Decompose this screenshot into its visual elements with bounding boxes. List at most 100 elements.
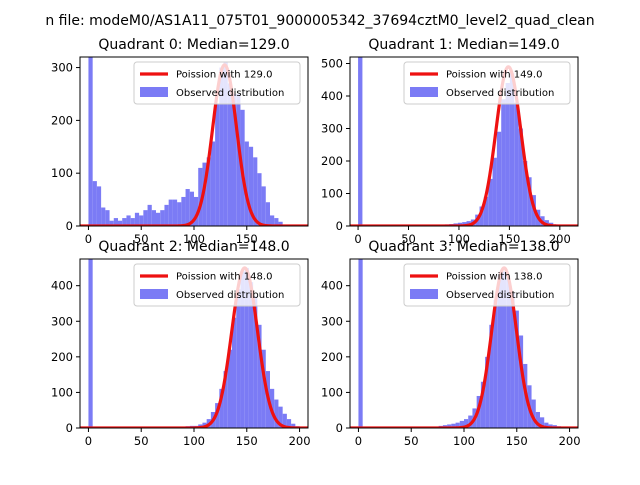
legend-label-observed: Observed distribution: [446, 88, 554, 99]
histogram-bar: [447, 424, 452, 428]
x-tick-label: 50: [401, 232, 416, 246]
legend-label-observed: Observed distribution: [176, 88, 284, 99]
histogram-bar: [483, 196, 489, 226]
histogram-bar: [544, 422, 549, 428]
axes-frame: [349, 56, 579, 227]
histogram-bar: [505, 83, 510, 226]
histogram-bar: [113, 218, 118, 226]
y-tick-label: 400: [51, 279, 73, 293]
legend-patch-swatch: [410, 289, 438, 299]
histogram-bar: [164, 204, 169, 226]
legend-box: [403, 263, 571, 307]
histogram-bar: [527, 177, 532, 226]
histogram-bar: [227, 349, 232, 428]
histogram-bar: [510, 292, 515, 428]
histogram-bar: [502, 271, 507, 428]
histogram-bar: [236, 93, 241, 226]
histogram-bar: [278, 406, 283, 428]
histogram-bar: [168, 199, 173, 226]
y-tick-label: 300: [51, 314, 73, 328]
histogram-bar: [518, 335, 524, 428]
y-tick-label: 0: [66, 421, 73, 435]
x-tick-label: 150: [236, 434, 258, 448]
histogram-bar: [261, 186, 266, 226]
histogram-bar: [531, 399, 536, 428]
legend-box: [133, 263, 301, 307]
histogram-bar: [248, 146, 254, 226]
y-tick-label: 300: [321, 314, 343, 328]
legend-patch-swatch: [410, 87, 438, 97]
legend-box: [133, 61, 301, 105]
y-tick-label: 0: [336, 219, 343, 233]
histogram-bar: [488, 178, 493, 226]
histogram-bar: [514, 102, 519, 226]
histogram-bar: [101, 207, 106, 226]
y-tick-label: 300: [321, 122, 343, 136]
histogram-bar: [358, 259, 363, 428]
histogram-bar: [236, 289, 241, 428]
histogram-bar: [172, 199, 178, 226]
histogram-bar: [109, 220, 114, 226]
histogram-bar: [501, 99, 506, 226]
histogram-bar: [232, 93, 237, 226]
histogram-bar: [88, 259, 93, 428]
histogram-bar: [274, 399, 279, 428]
histogram-bar: [240, 271, 245, 428]
histogram-bar: [522, 161, 528, 226]
legend-label-observed: Observed distribution: [446, 290, 554, 301]
x-tick-label: 0: [85, 434, 92, 448]
figure-suptitle: n file: modeM0/AS1A11_075T01_9000005342_…: [45, 13, 594, 29]
histogram-bar: [118, 220, 123, 226]
histogram-bar: [462, 222, 467, 226]
legend-label-poisson: Poission with 149.0: [446, 70, 542, 81]
histogram-bar: [270, 215, 275, 226]
histogram-bar: [177, 202, 182, 226]
y-tick-label: 100: [321, 385, 343, 399]
histogram-bar: [451, 423, 456, 428]
legend: Poission with 138.0 Observed distribution: [403, 263, 571, 307]
histogram-bar: [215, 104, 220, 226]
x-tick-label: 200: [559, 434, 581, 448]
y-tick-label: 200: [51, 113, 73, 127]
histogram-bar: [92, 181, 97, 226]
histogram-bar: [509, 73, 515, 226]
histogram-bar: [485, 356, 490, 428]
histogram-bar: [253, 157, 258, 226]
x-tick-label: 0: [85, 232, 92, 246]
histogram-bar: [535, 411, 540, 428]
histogram-bar: [274, 218, 279, 226]
histogram-bar: [185, 189, 190, 226]
x-tick-label: 100: [183, 232, 205, 246]
panel-3: 0 50 100 150 200 0 100 200 300 400 Quadrant 3: Med…: [321, 239, 580, 448]
y-tick-label: 100: [51, 385, 73, 399]
legend-box: [403, 61, 571, 105]
y-tick-label: 400: [321, 89, 343, 103]
plot-area: [350, 259, 578, 428]
histogram-bar: [479, 206, 484, 226]
histogram-bar: [232, 317, 237, 428]
histogram-bar: [518, 128, 523, 226]
histogram-bar: [480, 381, 486, 428]
histogram-bar: [194, 196, 199, 226]
x-tick-label: 50: [134, 434, 149, 448]
x-tick-label: 150: [236, 232, 258, 246]
histogram-bar: [210, 141, 216, 226]
panel-0: 0 50 100 150 0 100 200 300 Quadrant 0: Median=12…: [51, 37, 309, 246]
histogram-bar: [134, 212, 140, 226]
histogram-bar: [492, 157, 497, 226]
histogram-bar: [548, 424, 553, 428]
y-tick-label: 200: [321, 350, 343, 364]
legend: Poission with 148.0 Observed distribution: [133, 263, 301, 307]
panel-1: 0 50 100 150 200 0 100 200 300 400 500 Quadrant 1: …: [321, 37, 579, 246]
y-tick-label: 300: [51, 61, 73, 75]
histogram-bar: [105, 210, 110, 226]
histogram-bar: [464, 419, 469, 428]
y-tick-label: 500: [321, 57, 343, 71]
y-tick-label: 400: [321, 279, 343, 293]
x-tick-label: 150: [498, 232, 520, 246]
histogram-bar: [181, 196, 186, 226]
poisson-curve: [350, 266, 578, 428]
legend-label-poisson: Poission with 148.0: [176, 272, 272, 283]
legend-patch-swatch: [140, 289, 168, 299]
panel-title: Quadrant 2: Median=148.0: [98, 239, 289, 255]
